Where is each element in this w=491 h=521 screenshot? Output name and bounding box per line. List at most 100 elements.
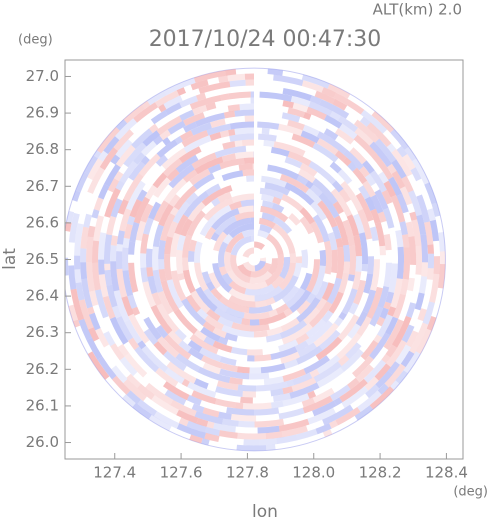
echo-cell [80,248,87,263]
echo-cell [199,216,217,237]
echo-cell [112,375,131,395]
echo-cell [254,418,285,428]
echo-cell [322,429,333,438]
echo-cell [110,343,125,361]
echo-cell [193,70,226,83]
echo-cell [365,173,376,187]
echo-cell [263,376,284,386]
echo-cell [309,301,333,328]
echo-cell [333,92,365,115]
echo-cell [228,91,251,100]
echo-cell [129,199,143,218]
echo-cell [275,303,289,315]
echo-cell [381,354,391,364]
y-tick-label: 26.4 [26,287,59,305]
echo-cell [203,197,234,221]
echo-cell [245,280,268,290]
echo-cell [123,142,147,168]
echo-cell [186,420,207,433]
echo-cell [391,159,407,179]
echo-cell [331,225,342,240]
echo-cell [176,249,184,275]
echo-cell [390,129,409,150]
x-tick-label: 128.0 [292,464,335,482]
echo-cell [301,397,315,408]
y-tick-label: 27.0 [26,67,59,85]
echo-cell [110,154,121,165]
echo-cell [159,129,171,141]
echo-cell [359,166,370,178]
echo-cell [173,185,198,211]
echo-cell [170,399,197,417]
echo-cell [272,223,296,254]
echo-cell [299,163,318,177]
echo-cell [426,268,434,280]
echo-cell [319,99,350,119]
echo-cell [310,184,323,197]
echo-cell [111,365,128,384]
echo-cell [215,398,236,409]
echo-cell [138,153,161,177]
echo-cell [332,98,348,111]
echo-cell [153,200,169,223]
echo-cell [254,407,280,416]
x-tick-label: 128.4 [425,464,468,482]
echo-cell [418,276,428,294]
echo-cell [161,148,187,170]
echo-cell [126,373,141,389]
echo-cell [244,73,254,80]
echo-cell [176,234,186,251]
echo-cell [150,304,173,335]
echo-cell [151,292,162,306]
echo-cell [194,411,224,425]
echo-cell [313,322,339,348]
echo-cell [239,103,254,111]
echo-cell [234,211,254,222]
echo-cell [362,289,376,314]
echo-cell [258,217,276,229]
echo-cell [390,194,406,223]
echo-cell [287,119,305,131]
echo-cell [223,110,236,119]
echo-cell [191,390,217,405]
echo-cell [322,404,354,426]
echo-cell [416,214,427,235]
echo-cell [405,302,417,318]
echo-cell [392,293,406,319]
echo-cell [238,163,253,171]
echo-cell [190,290,211,314]
echo-cell [227,73,246,82]
echo-cell [243,439,260,446]
echo-cell [122,270,134,297]
echo-cell [128,313,150,344]
echo-cell [249,319,260,326]
echo-cell [168,164,195,189]
echo-cell [206,308,221,322]
echo-cell [307,407,336,425]
echo-cell [179,130,194,142]
echo-cell [119,161,138,184]
echo-cell [193,329,207,342]
echo-cell [282,386,294,395]
echo-cell [355,364,374,383]
echo-cell [133,102,159,123]
echo-cell [158,269,167,282]
echo-cell [386,339,407,368]
echo-cell [337,169,353,185]
echo-cell [296,345,323,365]
echo-cell [334,128,355,145]
echo-cell [195,286,218,312]
echo-cell [383,180,397,198]
echo-cell [261,127,270,135]
echo-cell [122,394,136,408]
echo-cell [205,281,216,292]
echo-cell [355,192,374,222]
echo-cell [110,245,117,262]
echo-cell [334,215,349,246]
echo-cell [212,205,232,221]
echo-cell [212,263,233,293]
echo-cell [355,310,368,327]
echo-cell [115,139,133,159]
echo-cell [374,363,391,381]
echo-cell [119,208,132,232]
